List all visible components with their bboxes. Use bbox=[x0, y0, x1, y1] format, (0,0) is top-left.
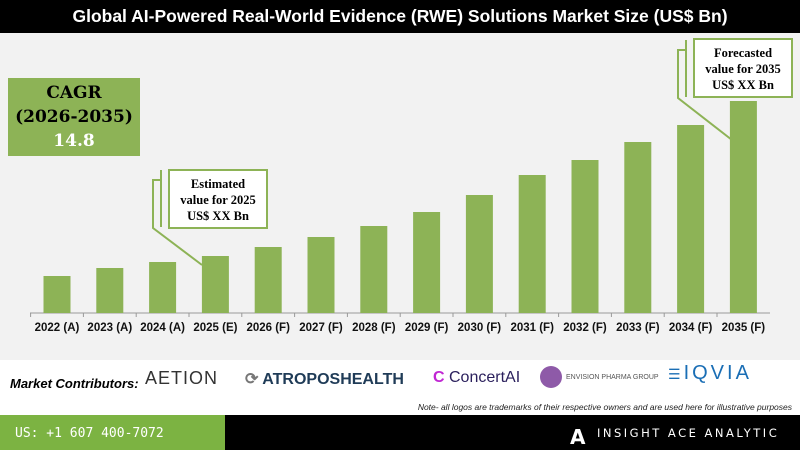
bar bbox=[43, 276, 71, 313]
bar bbox=[729, 101, 757, 313]
logo-iqvia: ☰IQVIA bbox=[668, 362, 752, 385]
bar bbox=[413, 212, 441, 313]
logo-concertai: C ConcertAI bbox=[433, 369, 520, 387]
contributors-strip: Market Contributors: AETION ⟳ ATROPOSHEA… bbox=[0, 360, 800, 415]
cagr-label: CAGR bbox=[46, 83, 102, 103]
chart-area: 2022 (A) 2023 (A) 2024 (A) 2025 (E) 2026 (F)… bbox=[0, 33, 800, 360]
callout-line: Forecasted bbox=[713, 46, 773, 60]
bar bbox=[307, 237, 335, 313]
brand-name: INSIGHT ACE ANALYTIC bbox=[597, 426, 780, 440]
x-tick-label: 2022 (A) bbox=[35, 322, 80, 334]
forecasted-callout: Forecasted value for 2035 US$ XX Bn bbox=[693, 38, 793, 98]
bar bbox=[677, 125, 705, 313]
bar bbox=[571, 160, 599, 313]
phone-number: US: +1 607 400-7072 bbox=[0, 415, 225, 450]
bar bbox=[201, 256, 229, 313]
bar-chart: 2022 (A) 2023 (A) 2024 (A) 2025 (E) 2026 (F)… bbox=[30, 40, 770, 334]
x-tick-label: 2023 (A) bbox=[87, 322, 132, 334]
x-tick-label: 2034 (F) bbox=[669, 322, 713, 334]
bar bbox=[360, 226, 388, 313]
x-tick-label: 2028 (F) bbox=[352, 322, 396, 334]
bar bbox=[518, 175, 546, 313]
callout-line: value for 2025 bbox=[180, 193, 256, 207]
x-tick-label: 2031 (F) bbox=[510, 322, 554, 334]
cagr-period: (2026-2035) bbox=[15, 107, 133, 127]
x-tick-label: 2027 (F) bbox=[299, 322, 343, 334]
callout-line: US$ XX Bn bbox=[187, 209, 249, 223]
brand-footer: A INSIGHT ACE ANALYTIC bbox=[225, 415, 800, 450]
bar bbox=[254, 247, 282, 313]
callout-pointer bbox=[677, 49, 733, 141]
x-tick-label: 2030 (F) bbox=[458, 322, 502, 334]
cagr-box: CAGR (2026-2035) 14.8 bbox=[8, 78, 140, 156]
x-tick-label: 2029 (F) bbox=[405, 322, 449, 334]
callout-line: US$ XX Bn bbox=[712, 78, 774, 92]
envision-icon bbox=[540, 366, 562, 388]
contributors-label: Market Contributors: bbox=[10, 376, 139, 391]
x-tick-label: 2024 (A) bbox=[140, 322, 185, 334]
logo-text: ATROPOSHEALTH bbox=[262, 371, 404, 388]
estimated-callout: Estimated value for 2025 US$ XX Bn bbox=[168, 169, 268, 229]
callout-line: Estimated bbox=[190, 177, 246, 191]
callout-pointer bbox=[152, 179, 203, 266]
callout-line: value for 2035 bbox=[705, 62, 781, 76]
cagr-value: 14.8 bbox=[53, 131, 95, 151]
bar bbox=[624, 142, 652, 313]
bar bbox=[465, 195, 493, 313]
logo-aetion: AETION bbox=[145, 368, 219, 388]
atropos-icon: ⟳ bbox=[245, 371, 263, 388]
logo-text: ENVISION PHARMA GROUP bbox=[566, 373, 659, 381]
bar bbox=[96, 268, 124, 313]
x-tick-label: 2025 (E) bbox=[193, 322, 237, 334]
logo-text: ConcertAI bbox=[449, 369, 521, 386]
brand-logo-icon: A bbox=[570, 425, 586, 449]
chart-title: Global AI-Powered Real-World Evidence (R… bbox=[0, 0, 800, 33]
iqvia-icon: ☰ bbox=[668, 366, 684, 382]
bar bbox=[149, 262, 177, 313]
logo-envision-pharma: ENVISION PHARMA GROUP bbox=[540, 366, 659, 388]
logo-atropos-health: ⟳ ATROPOSHEALTH bbox=[245, 369, 404, 389]
x-tick-label: 2032 (F) bbox=[563, 322, 607, 334]
x-tick-label: 2026 (F) bbox=[246, 322, 290, 334]
concertai-icon: C bbox=[433, 369, 449, 386]
x-tick-label: 2033 (F) bbox=[616, 322, 660, 334]
trademark-note: Note- all logos are trademarks of their … bbox=[417, 402, 792, 412]
x-tick-label: 2035 (F) bbox=[722, 322, 766, 334]
logo-text: IQVIA bbox=[683, 362, 752, 384]
